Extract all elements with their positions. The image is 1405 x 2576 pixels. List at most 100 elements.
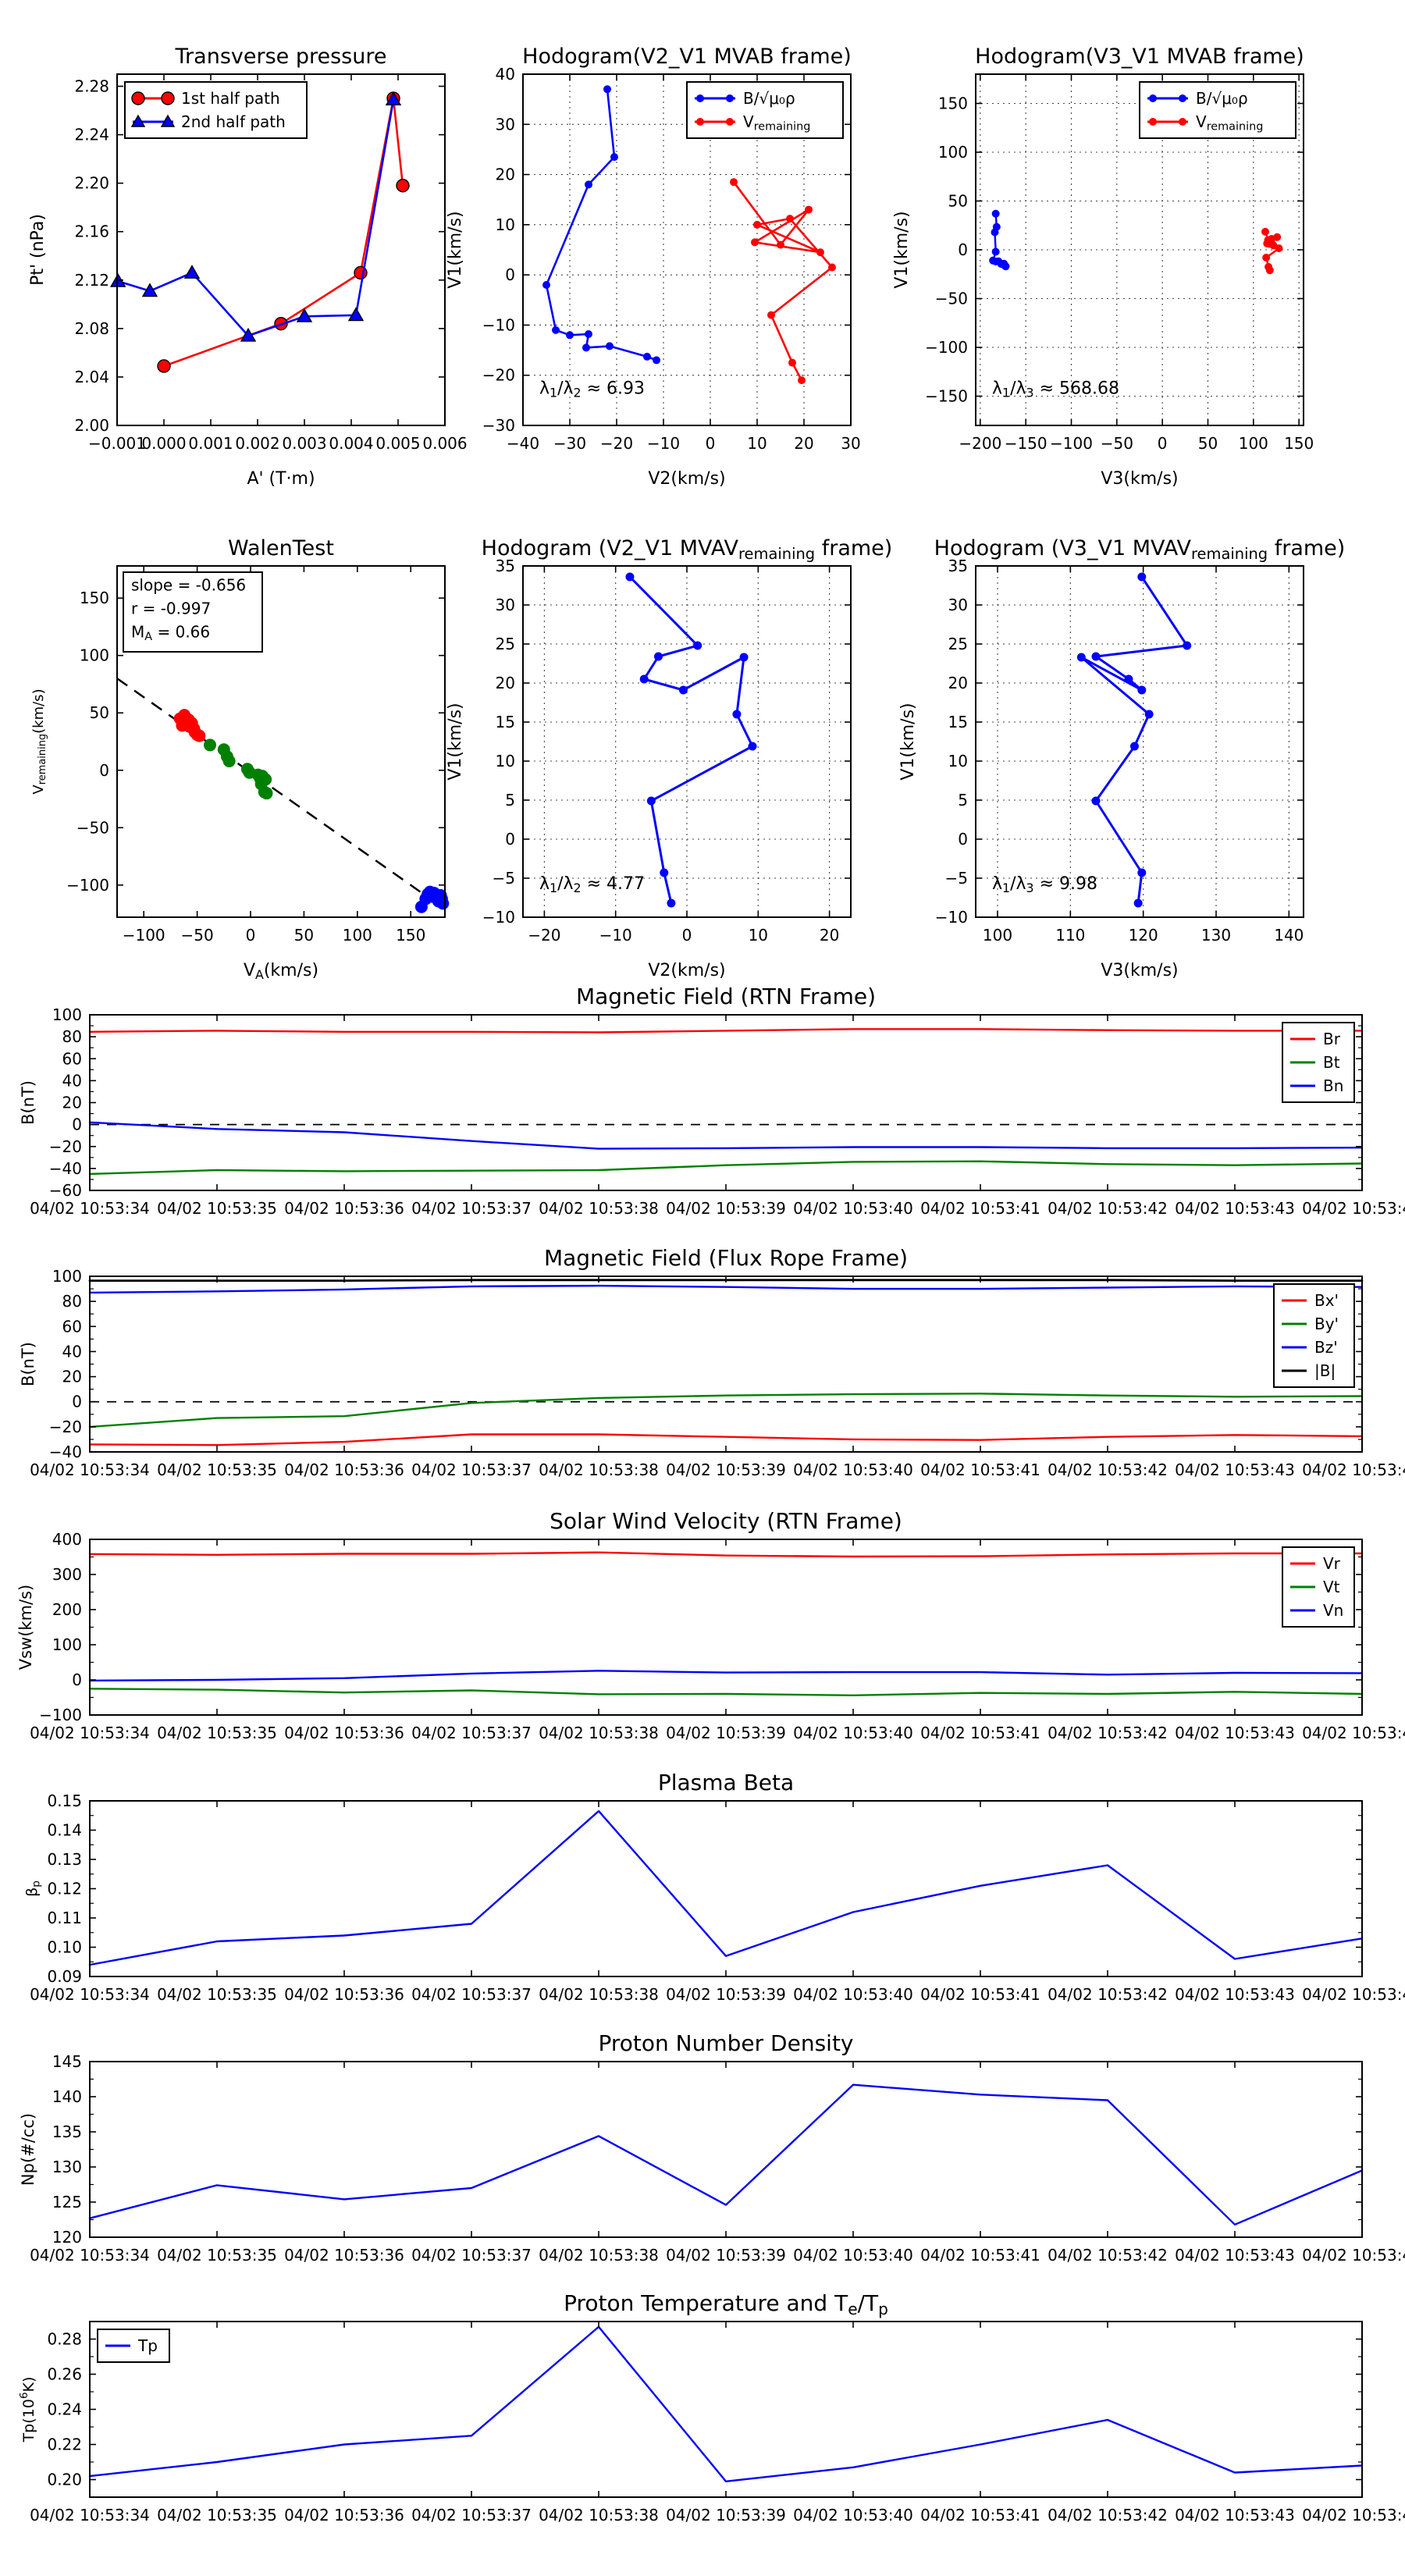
- svg-text:04/02 10:53:44: 04/02 10:53:44: [1302, 1724, 1405, 1742]
- legend-label: Tp: [137, 2336, 158, 2355]
- svg-text:−5: −5: [945, 869, 968, 888]
- svg-text:−100: −100: [39, 1706, 82, 1724]
- chart-title: Proton Number Density: [598, 2030, 853, 2056]
- legend-label: By': [1314, 1315, 1339, 1333]
- svg-text:30: 30: [496, 115, 515, 133]
- svg-text:0.12: 0.12: [47, 1880, 82, 1898]
- svg-text:04/02 10:53:36: 04/02 10:53:36: [284, 1985, 404, 2004]
- chart-magnetic-field-fluxrope: 04/02 10:53:34 04/02 10:53:35 04/02 10:53:…: [19, 1245, 1405, 1479]
- svg-text:10: 10: [496, 752, 515, 770]
- series-V-remaining: [732, 180, 834, 382]
- svg-text:0: 0: [99, 761, 109, 780]
- svg-text:25: 25: [496, 635, 515, 653]
- svg-text:60: 60: [62, 1049, 82, 1068]
- series-beta-p: [88, 1809, 1364, 1966]
- svg-text:35: 35: [496, 557, 515, 575]
- chart-title: Hodogram (V2_V1 MVAVremaining frame): [482, 536, 893, 563]
- svg-text:−10: −10: [482, 908, 515, 927]
- svg-text:−30: −30: [553, 434, 586, 453]
- svg-text:0.20: 0.20: [47, 2471, 82, 2489]
- chart-title: Hodogram(V2_V1 MVAB frame): [522, 44, 852, 69]
- svg-text:04/02 10:53:35: 04/02 10:53:35: [157, 2246, 277, 2265]
- svg-text:04/02 10:53:35: 04/02 10:53:35: [157, 1724, 277, 1742]
- svg-text:5: 5: [958, 791, 968, 809]
- series-Bt: [88, 1160, 1364, 1176]
- svg-text:r = -0.997: r = -0.997: [131, 599, 211, 617]
- svg-text:04/02 10:53:44: 04/02 10:53:44: [1302, 2506, 1405, 2524]
- svg-text:−20: −20: [49, 1137, 82, 1156]
- legend-label: Bn: [1323, 1076, 1343, 1095]
- svg-text:−20: −20: [49, 1418, 82, 1436]
- series-Vn: [88, 1670, 1364, 1682]
- x-axis-label: VA(km/s): [244, 961, 318, 982]
- svg-text:30: 30: [841, 434, 860, 453]
- y-axis-label: V1(km/s): [898, 703, 918, 780]
- svg-text:20: 20: [794, 434, 813, 453]
- series-V-remaining-path: [1080, 575, 1189, 905]
- svg-text:04/02 10:53:37: 04/02 10:53:37: [411, 2506, 532, 2524]
- svg-text:04/02 10:53:37: 04/02 10:53:37: [411, 1985, 532, 2004]
- x-axis-label: A' (T·m): [247, 469, 315, 489]
- svg-text:−150: −150: [925, 387, 968, 406]
- svg-text:0: 0: [505, 265, 515, 284]
- svg-text:0: 0: [246, 926, 256, 945]
- lambda-ratio-annotation: λ1/λ3 ≈ 568.68: [992, 379, 1119, 400]
- svg-text:04/02 10:53:35: 04/02 10:53:35: [157, 1199, 277, 1218]
- legend-label: |B|: [1314, 1361, 1336, 1380]
- chart-title: WalenTest: [228, 536, 334, 560]
- legend-box: [124, 81, 308, 139]
- svg-text:−50: −50: [1101, 434, 1133, 453]
- svg-text:−40: −40: [49, 1443, 82, 1461]
- legend-label: Vremaining: [743, 112, 810, 133]
- svg-text:0: 0: [72, 1393, 82, 1411]
- series-Vr: [88, 1551, 1364, 1558]
- svg-text:−40: −40: [49, 1159, 82, 1178]
- svg-text:04/02 10:53:35: 04/02 10:53:35: [157, 1985, 277, 2004]
- svg-text:0.24: 0.24: [47, 2400, 82, 2419]
- svg-text:140: 140: [1274, 926, 1304, 945]
- chart-title: Plasma Beta: [658, 1770, 794, 1795]
- svg-text:0: 0: [682, 926, 692, 945]
- chart-title: Hodogram(V3_V1 MVAB frame): [975, 44, 1304, 69]
- svg-text:80: 80: [62, 1292, 82, 1311]
- x-axis-label: V3(km/s): [1101, 469, 1178, 489]
- chart-title: Proton Temperature and Te/Tp: [564, 2290, 888, 2318]
- svg-text:0: 0: [958, 240, 968, 259]
- svg-text:04/02 10:53:37: 04/02 10:53:37: [411, 2246, 532, 2265]
- svg-text:−100: −100: [925, 338, 968, 357]
- svg-text:0.006: 0.006: [422, 434, 467, 453]
- svg-text:04/02 10:53:43: 04/02 10:53:43: [1175, 1461, 1295, 1479]
- svg-text:100: 100: [80, 646, 109, 665]
- svg-text:04/02 10:53:36: 04/02 10:53:36: [284, 2506, 404, 2524]
- svg-text:04/02 10:53:43: 04/02 10:53:43: [1175, 2246, 1295, 2265]
- svg-text:135: 135: [52, 2122, 82, 2141]
- svg-text:10: 10: [747, 434, 767, 453]
- x-axis-label: V2(km/s): [648, 961, 725, 980]
- svg-text:0.26: 0.26: [47, 2365, 82, 2384]
- svg-text:04/02 10:53:41: 04/02 10:53:41: [920, 2246, 1040, 2265]
- svg-text:0.10: 0.10: [47, 1938, 82, 1957]
- svg-text:30: 30: [496, 596, 515, 614]
- chart-hodogram-v2v1-mvab: −40 −30 −20 −10 0 10 20 30−30−20−10010203040Hod…: [446, 44, 861, 489]
- legend-label: B/√μ₀ρ: [743, 89, 795, 108]
- svg-text:04/02 10:53:39: 04/02 10:53:39: [666, 1724, 786, 1742]
- y-axis-label: Np(#/cc): [19, 2113, 37, 2186]
- svg-text:20: 20: [62, 1368, 82, 1386]
- svg-text:150: 150: [938, 94, 968, 113]
- svg-text:0.09: 0.09: [47, 1967, 82, 1986]
- svg-text:100: 100: [1239, 434, 1268, 453]
- svg-text:150: 150: [80, 589, 109, 607]
- svg-text:10: 10: [749, 926, 768, 945]
- svg-text:−100: −100: [123, 926, 165, 945]
- svg-text:40: 40: [62, 1342, 82, 1361]
- svg-text:04/02 10:53:42: 04/02 10:53:42: [1048, 1199, 1168, 1218]
- svg-text:−20: −20: [600, 434, 633, 453]
- svg-text:30: 30: [948, 596, 968, 614]
- chart-proton-number-density: 04/02 10:53:34 04/02 10:53:35 04/02 10:53:…: [19, 2030, 1405, 2265]
- svg-text:0: 0: [72, 1670, 82, 1689]
- svg-text:200: 200: [52, 1600, 82, 1619]
- svg-text:10: 10: [496, 215, 515, 234]
- svg-text:04/02 10:53:40: 04/02 10:53:40: [793, 1724, 913, 1742]
- svg-text:0.14: 0.14: [47, 1821, 82, 1840]
